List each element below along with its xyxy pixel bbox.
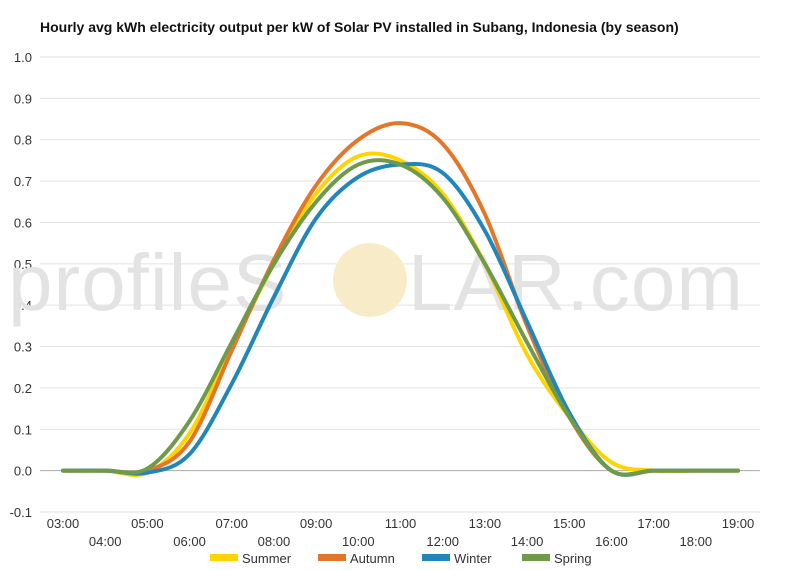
legend-label-autumn: Autumn <box>350 551 395 566</box>
y-tick-label: 0.3 <box>14 340 32 355</box>
y-tick-label: 0.2 <box>14 381 32 396</box>
x-tick-label: 16:00 <box>595 534 628 549</box>
x-tick-label: 17:00 <box>637 516 670 531</box>
y-tick-label: 1.0 <box>14 50 32 65</box>
y-tick-label: 0.9 <box>14 91 32 106</box>
x-tick-label: 11:00 <box>385 516 417 531</box>
legend-item-autumn: Autumn <box>318 551 395 566</box>
y-tick-label: 0.0 <box>14 464 32 479</box>
x-tick-label: 12:00 <box>426 534 459 549</box>
x-tick-label: 19:00 <box>722 516 755 531</box>
x-tick-label: 06:00 <box>173 534 206 549</box>
x-tick-label: 08:00 <box>258 534 291 549</box>
watermark: profileS LAR.com <box>8 238 744 327</box>
legend-swatch-spring <box>522 554 550 561</box>
x-tick-label: 03:00 <box>47 516 80 531</box>
legend-item-winter: Winter <box>422 551 492 566</box>
watermark-text-right: LAR.com <box>408 238 744 327</box>
legend-label-winter: Winter <box>454 551 492 566</box>
chart-title: Hourly avg kWh electricity output per kW… <box>40 19 679 35</box>
x-tick-label: 07:00 <box>215 516 248 531</box>
x-tick-label: 15:00 <box>553 516 586 531</box>
y-tick-label: 0.7 <box>14 174 32 189</box>
y-tick-label: 0.6 <box>14 215 32 230</box>
x-tick-label: 10:00 <box>342 534 375 549</box>
x-tick-label: 04:00 <box>89 534 122 549</box>
y-tick-label: 0.1 <box>14 422 32 437</box>
y-tick-label: -0.1 <box>10 505 32 520</box>
watermark-sun <box>333 243 407 317</box>
x-tick-label: 05:00 <box>131 516 164 531</box>
series-line-spring <box>61 158 740 477</box>
legend-item-spring: Spring <box>522 551 592 566</box>
series-line-summer <box>61 151 740 478</box>
y-tick-label: 0.5 <box>14 257 32 272</box>
y-tick-label: 0.8 <box>14 133 32 148</box>
legend-item-summer: Summer <box>210 551 292 566</box>
x-tick-label: 18:00 <box>680 534 713 549</box>
legend-swatch-autumn <box>318 554 346 561</box>
x-tick-label: 09:00 <box>300 516 333 531</box>
legend-label-summer: Summer <box>242 551 292 566</box>
watermark-text-left: profileS <box>8 238 287 327</box>
legend-swatch-winter <box>422 554 450 561</box>
x-tick-label: 13:00 <box>469 516 502 531</box>
x-tick-label: 14:00 <box>511 534 544 549</box>
y-tick-label: 0.4 <box>14 298 32 313</box>
legend-label-spring: Spring <box>554 551 592 566</box>
legend-swatch-summer <box>210 554 238 561</box>
